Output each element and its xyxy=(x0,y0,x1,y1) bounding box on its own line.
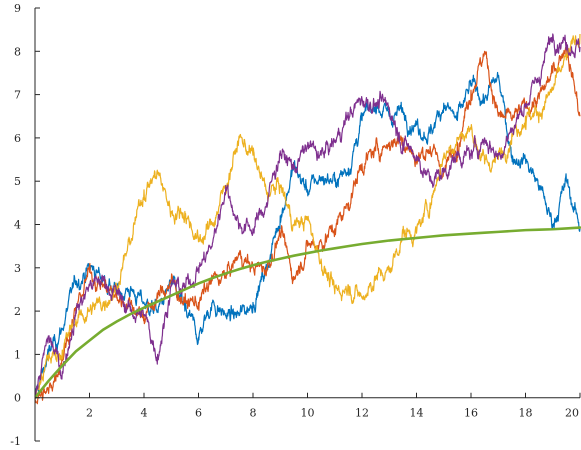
y-tick-label: 5 xyxy=(14,175,21,188)
y-tick-label: 9 xyxy=(14,2,21,15)
y-tick-label: 6 xyxy=(14,132,21,145)
series-layer xyxy=(35,33,581,405)
x-tick-label: 2 xyxy=(86,407,93,420)
x-tick-label: 6 xyxy=(195,407,202,420)
y-tick-label: 1 xyxy=(14,348,21,361)
y-tick-label: -1 xyxy=(10,435,21,448)
x-tick-label: 4 xyxy=(141,407,148,420)
x-tick-label: 20 xyxy=(565,407,579,420)
y-tick-label: 4 xyxy=(14,219,21,232)
y-tick-label: 3 xyxy=(14,262,21,275)
x-tick-label: 16 xyxy=(464,407,478,420)
random-walk-line-4 xyxy=(35,33,581,398)
y-tick-label: 8 xyxy=(14,45,21,58)
x-tick-label: 8 xyxy=(250,407,257,420)
y-tick-label: 0 xyxy=(14,392,21,405)
x-tick-label: 14 xyxy=(410,407,424,420)
random-walk-line-1 xyxy=(35,71,581,398)
y-tick-label: 7 xyxy=(14,89,21,102)
x-tick-label: 12 xyxy=(355,407,369,420)
random-walk-line-2 xyxy=(35,42,581,405)
y-tick-label: 2 xyxy=(14,305,21,318)
x-tick-label: 18 xyxy=(519,407,533,420)
mean-curve-line xyxy=(35,226,581,399)
random-walk-line-3 xyxy=(35,33,581,400)
x-tick-label: 10 xyxy=(301,407,315,420)
